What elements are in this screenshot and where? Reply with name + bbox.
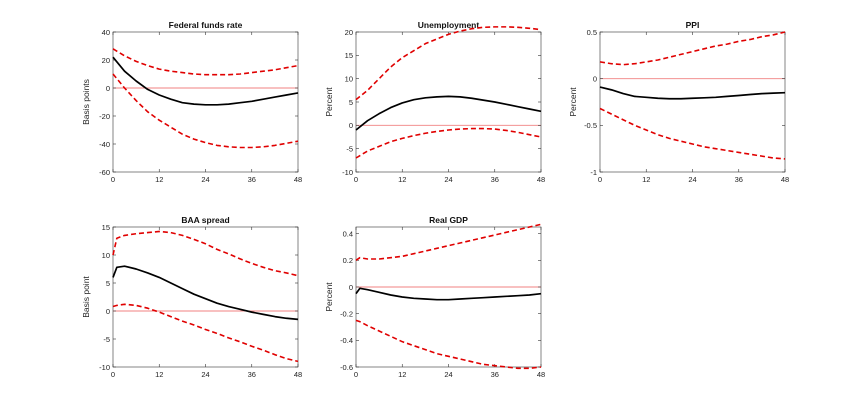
x-tick-label: 36 [491,370,499,379]
x-tick-label: 0 [354,370,358,379]
y-tick-label: 15 [345,51,353,60]
y-tick-label: 0.5 [587,28,597,37]
chart-panel-3: 0 12 24 36 48 -1 -0.5 0 0.5 PPI Percent [568,20,789,184]
y-tick-label: 0 [349,121,353,130]
y-tick-label: -0.4 [340,336,353,345]
x-tick-label: 24 [688,175,696,184]
x-tick-label: 48 [537,175,545,184]
chart-title: BAA spread [181,215,229,225]
chart-panel-1: 0 12 24 36 48 -60 -40 -20 0 20 40 Federal funds rat… [81,20,302,184]
y-axis-label: Percent [324,282,334,312]
chart-title: Unemployment [418,20,480,30]
y-tick-label: 5 [349,98,353,107]
x-tick-label: 48 [294,175,302,184]
x-tick-label: 0 [111,370,115,379]
y-tick-label: 0.4 [343,229,353,238]
y-tick-label: 10 [102,251,110,260]
y-tick-label: -20 [99,112,110,121]
x-tick-label: 12 [642,175,650,184]
upper-band-line [112,230,299,277]
response-line [355,95,542,131]
lower-band-line [355,127,542,159]
lower-band-line [112,303,299,363]
x-tick-label: 36 [735,175,743,184]
y-tick-label: -5 [346,144,353,153]
x-tick-label: 12 [155,370,163,379]
y-tick-label: 15 [102,223,110,232]
lower-band-line [355,319,542,370]
chart-panel-4: 0 12 24 36 48 -10 -5 0 5 10 15 BAA spread Basis poin… [81,215,302,379]
response-line [112,56,299,106]
lower-band-line [599,107,786,160]
x-tick-label: 12 [398,175,406,184]
y-axis-label: Percent [568,87,578,117]
upper-band-line [112,48,299,76]
chart-title: Real GDP [429,215,468,225]
chart-title: PPI [686,20,700,30]
y-axis-label: Basis point [81,276,91,318]
x-tick-label: 0 [111,175,115,184]
upper-band-line [355,26,542,101]
x-tick-label: 24 [444,175,452,184]
x-tick-label: 36 [491,175,499,184]
plot-frame [112,31,299,173]
x-tick-label: 12 [155,175,163,184]
y-tick-label: 40 [102,28,110,37]
chart-panel-5: 0 12 24 36 48 -0.6 -0.4 -0.2 0 0.2 0.4 Real GDP Perc… [324,215,545,379]
plot-frame [355,31,542,173]
y-tick-label: 20 [102,56,110,65]
x-tick-label: 12 [398,370,406,379]
y-tick-label: -0.2 [340,309,353,318]
plot-frame [599,31,786,173]
x-tick-label: 48 [781,175,789,184]
y-tick-label: 0 [106,307,110,316]
y-tick-label: 0 [349,283,353,292]
y-axis-label: Basis points [81,79,91,125]
x-tick-label: 48 [294,370,302,379]
y-tick-label: -60 [99,168,110,177]
x-tick-label: 0 [598,175,602,184]
y-tick-label: 10 [345,74,353,83]
plot-frame [355,226,542,368]
x-tick-label: 24 [444,370,452,379]
y-tick-label: -0.6 [340,363,353,372]
x-tick-label: 48 [537,370,545,379]
chart-title: Federal funds rate [169,20,243,30]
x-tick-label: 24 [201,370,209,379]
y-tick-label: 0 [106,84,110,93]
x-tick-label: 36 [248,370,256,379]
y-axis-label: Percent [324,87,334,117]
y-tick-label: -1 [590,168,597,177]
response-line [112,265,299,321]
y-tick-label: -5 [103,335,110,344]
upper-band-line [355,223,542,261]
x-tick-label: 36 [248,175,256,184]
y-tick-label: 0.2 [343,256,353,265]
x-tick-label: 24 [201,175,209,184]
y-tick-label: -10 [99,363,110,372]
y-tick-label: -40 [99,140,110,149]
response-line [355,287,542,301]
response-line [599,86,786,100]
chart-panel-2: 0 12 24 36 48 -10 -5 0 5 10 15 20 Unemployment Percen… [324,20,545,184]
lower-band-line [112,73,299,149]
y-tick-label: -0.5 [584,121,597,130]
plot-frame [112,226,299,368]
upper-band-line [599,31,786,66]
y-tick-label: -10 [342,168,353,177]
y-tick-label: 0 [593,74,597,83]
y-tick-label: 20 [345,28,353,37]
x-tick-label: 0 [354,175,358,184]
y-tick-label: 5 [106,279,110,288]
